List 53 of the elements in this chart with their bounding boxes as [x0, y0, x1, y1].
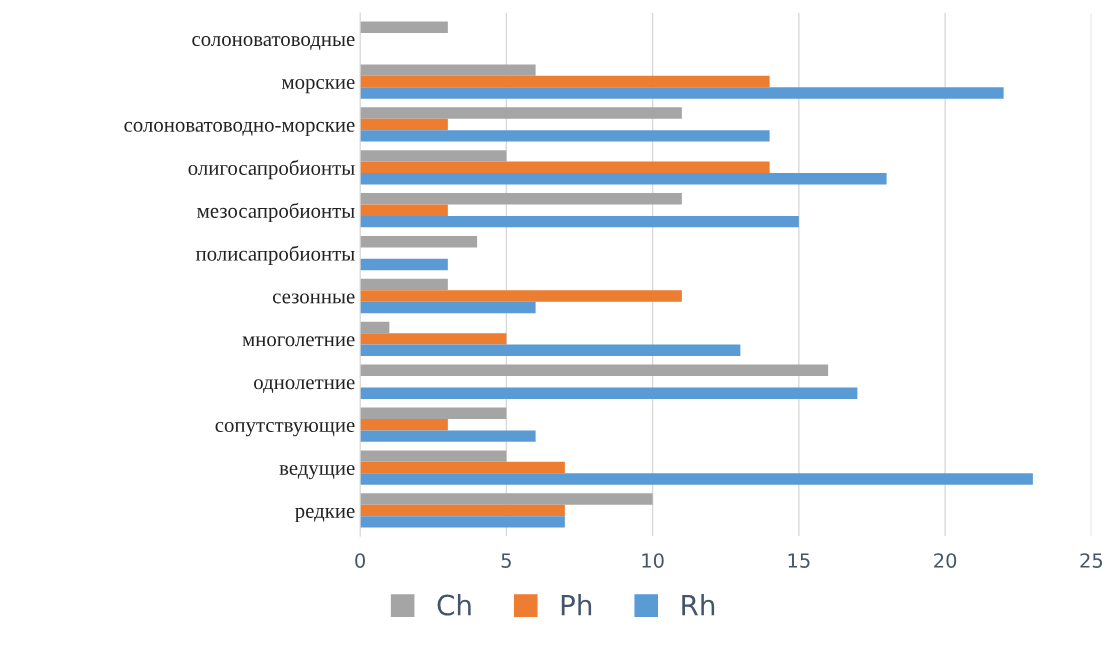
bar	[360, 107, 682, 119]
bar	[360, 333, 507, 345]
bar	[360, 407, 507, 419]
y-tick-label: солоноватоводно-морские	[124, 121, 355, 137]
bar	[360, 204, 448, 216]
y-tick-label: солоноватоводные	[192, 36, 355, 50]
bar	[360, 344, 741, 357]
bar	[360, 173, 887, 185]
bar	[360, 278, 448, 291]
bar	[360, 321, 390, 334]
bar	[360, 387, 858, 399]
bar	[360, 130, 770, 142]
bar	[360, 118, 448, 131]
bar	[360, 450, 507, 462]
y-tick-label: полисапробионты	[195, 245, 355, 265]
legend-label: Rh	[682, 594, 715, 616]
y-tick-label: многолетние	[242, 336, 355, 347]
x-tick-label: 20	[934, 553, 957, 568]
bar	[360, 193, 682, 205]
bar	[360, 235, 478, 248]
y-tick-label: мезосапробионты	[197, 202, 355, 223]
bar	[360, 473, 1033, 485]
x-tick-label: 15	[788, 553, 810, 568]
y-tick-label: сезонные	[272, 293, 355, 304]
y-tick-label: морские	[281, 78, 355, 94]
bar	[360, 430, 536, 442]
bar	[360, 258, 448, 271]
bar	[360, 215, 799, 228]
bar	[360, 150, 507, 162]
y-tick-label: олигосапробионты	[188, 159, 355, 180]
x-tick-label: 0	[355, 553, 365, 568]
y-tick-label: редкие	[295, 507, 355, 523]
bar	[360, 75, 770, 88]
bar	[360, 21, 448, 33]
y-tick-label: однолетние	[254, 379, 355, 394]
x-tick-label: 5	[501, 553, 511, 568]
legend-label: Ph	[561, 594, 592, 616]
bar	[360, 364, 829, 377]
bar	[360, 418, 448, 431]
legend-label: Ch	[437, 594, 471, 616]
bar	[360, 290, 682, 302]
bar	[360, 64, 536, 76]
bar	[360, 161, 770, 174]
bar	[360, 493, 653, 505]
bar	[360, 504, 565, 517]
bar	[360, 516, 565, 528]
y-tick-label: сопутствующие	[215, 422, 355, 437]
bar	[360, 461, 565, 474]
y-tick-label: ведущие	[279, 464, 355, 480]
x-tick-label: 10	[642, 553, 664, 568]
bar	[360, 301, 536, 314]
bar	[360, 87, 1004, 99]
x-tick-label: 25	[1080, 553, 1103, 568]
